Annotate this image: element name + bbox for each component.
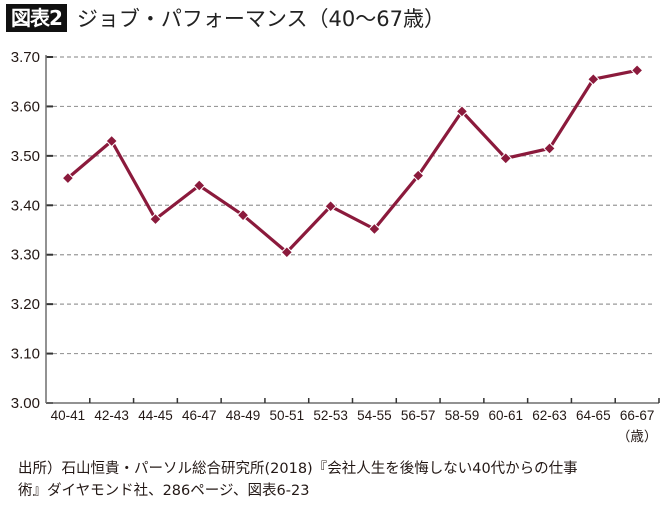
x-tick-label: 64-65 (576, 408, 611, 423)
x-tick-label: 44-45 (138, 408, 173, 423)
x-tick-label: 66-67 (620, 408, 655, 423)
source-line-1: 出所）石山恒貴・パーソル総合研究所(2018)『会社人生を後悔しない40代からの… (18, 461, 578, 477)
data-point-marker (105, 134, 118, 148)
figure-header: 図表2 ジョブ・パフォーマンス（40〜67歳） (6, 4, 445, 32)
y-axis: 3.00 3.10 3.20 3.30 3.40 3.50 3.60 3.70 (11, 49, 53, 412)
x-tick-label: 54-55 (357, 408, 392, 423)
gridlines (46, 56, 655, 355)
data-point-marker (280, 246, 294, 259)
x-tick-label: 42-43 (94, 408, 129, 423)
data-point-marker (499, 152, 512, 165)
y-tick-label: 3.70 (11, 49, 40, 66)
x-tick-label: 46-47 (182, 408, 217, 423)
x-tick-label: 48-49 (226, 408, 261, 423)
data-point-marker (543, 142, 556, 155)
y-tick-label: 3.50 (11, 148, 40, 165)
x-tick-label: 56-57 (401, 408, 436, 423)
data-point-marker (193, 179, 206, 192)
source-note: 出所）石山恒貴・パーソル総合研究所(2018)『会社人生を後悔しない40代からの… (18, 458, 668, 502)
x-axis: 40-41 42-43 44-45 46-47 48-49 50-51 52-53 54-55… (46, 398, 660, 444)
line-chart: 3.00 3.10 3.20 3.30 3.40 3.50 3.60 3.70 40-41 42… (11, 49, 660, 444)
y-tick-label: 3.60 (11, 98, 40, 115)
data-point-marker (368, 222, 381, 236)
x-tick-label: 50-51 (270, 408, 305, 423)
x-tick-label: 62-63 (532, 408, 567, 423)
data-point-marker (455, 105, 469, 118)
x-axis-unit: （歳） (617, 429, 658, 444)
x-tick-label: 40-41 (51, 408, 86, 423)
y-tick-label: 3.00 (11, 395, 40, 412)
data-point-marker (61, 171, 75, 185)
y-tick-label: 3.30 (11, 247, 40, 264)
x-tick-label: 58-59 (445, 408, 480, 423)
data-point-marker (149, 212, 162, 226)
data-series (61, 64, 644, 259)
figure-label: 図表2 (6, 4, 67, 32)
series-line (66, 68, 638, 254)
y-tick-label: 3.40 (11, 197, 40, 214)
chart-title: ジョブ・パフォーマンス（40〜67歳） (76, 7, 445, 31)
data-point-marker (630, 64, 644, 77)
y-tick-label: 3.20 (11, 296, 40, 313)
y-tick-label: 3.10 (11, 346, 40, 363)
x-tick-label: 60-61 (488, 408, 523, 423)
x-tick-label: 52-53 (313, 408, 348, 423)
data-point-marker (236, 208, 250, 222)
data-point-marker (411, 169, 425, 182)
source-line-2: 術』ダイヤモンド社、286ページ、図表6-23 (18, 483, 310, 499)
data-point-marker (587, 73, 600, 86)
data-point-marker (324, 200, 337, 213)
